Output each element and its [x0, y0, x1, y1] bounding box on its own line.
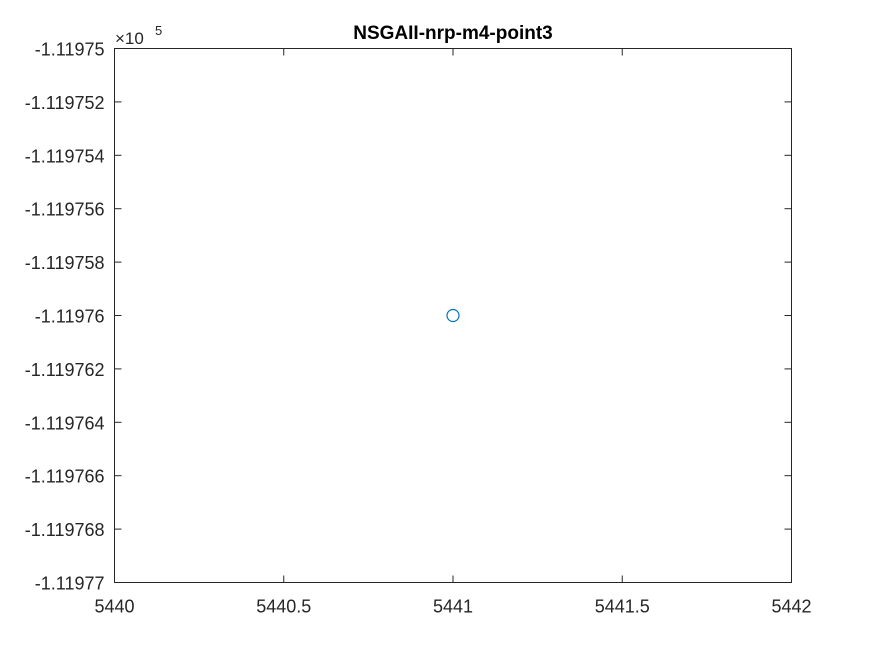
y-tick-label: -1.119768: [25, 520, 105, 540]
y-tick-label: -1.11977: [35, 574, 105, 594]
axes-box: [114, 48, 792, 583]
y-exponent-base: ×10: [115, 29, 144, 48]
x-tick-label: 5441: [433, 597, 473, 617]
y-tick-label: -1.119766: [25, 467, 105, 487]
y-tick-label: -1.11976: [35, 307, 105, 327]
x-tick-label: 5442: [771, 597, 811, 617]
y-tick-label: -1.119758: [25, 253, 105, 273]
y-tick-label: -1.119756: [25, 200, 105, 220]
x-tick-label: 5440.5: [256, 597, 311, 617]
x-tick-label: 5441.5: [595, 597, 650, 617]
y-tick-label: -1.11975: [35, 40, 105, 60]
plot-area: 5440 5440.5 5441 5441.5 5442 -1.11975 -1.11975…: [25, 40, 812, 617]
y-exponent-power: 5: [155, 23, 162, 38]
exponent-label: ×10 5: [115, 23, 162, 48]
y-tick-label: -1.119752: [25, 93, 105, 113]
data-point: [446, 308, 460, 323]
y-tick-label: -1.119762: [25, 360, 105, 380]
x-tick-label: 5440: [94, 597, 134, 617]
chart-title: NSGAII-nrp-m4-point3: [353, 23, 553, 44]
y-tick-label: -1.119764: [25, 413, 105, 433]
y-tick-label: -1.119754: [25, 146, 105, 166]
